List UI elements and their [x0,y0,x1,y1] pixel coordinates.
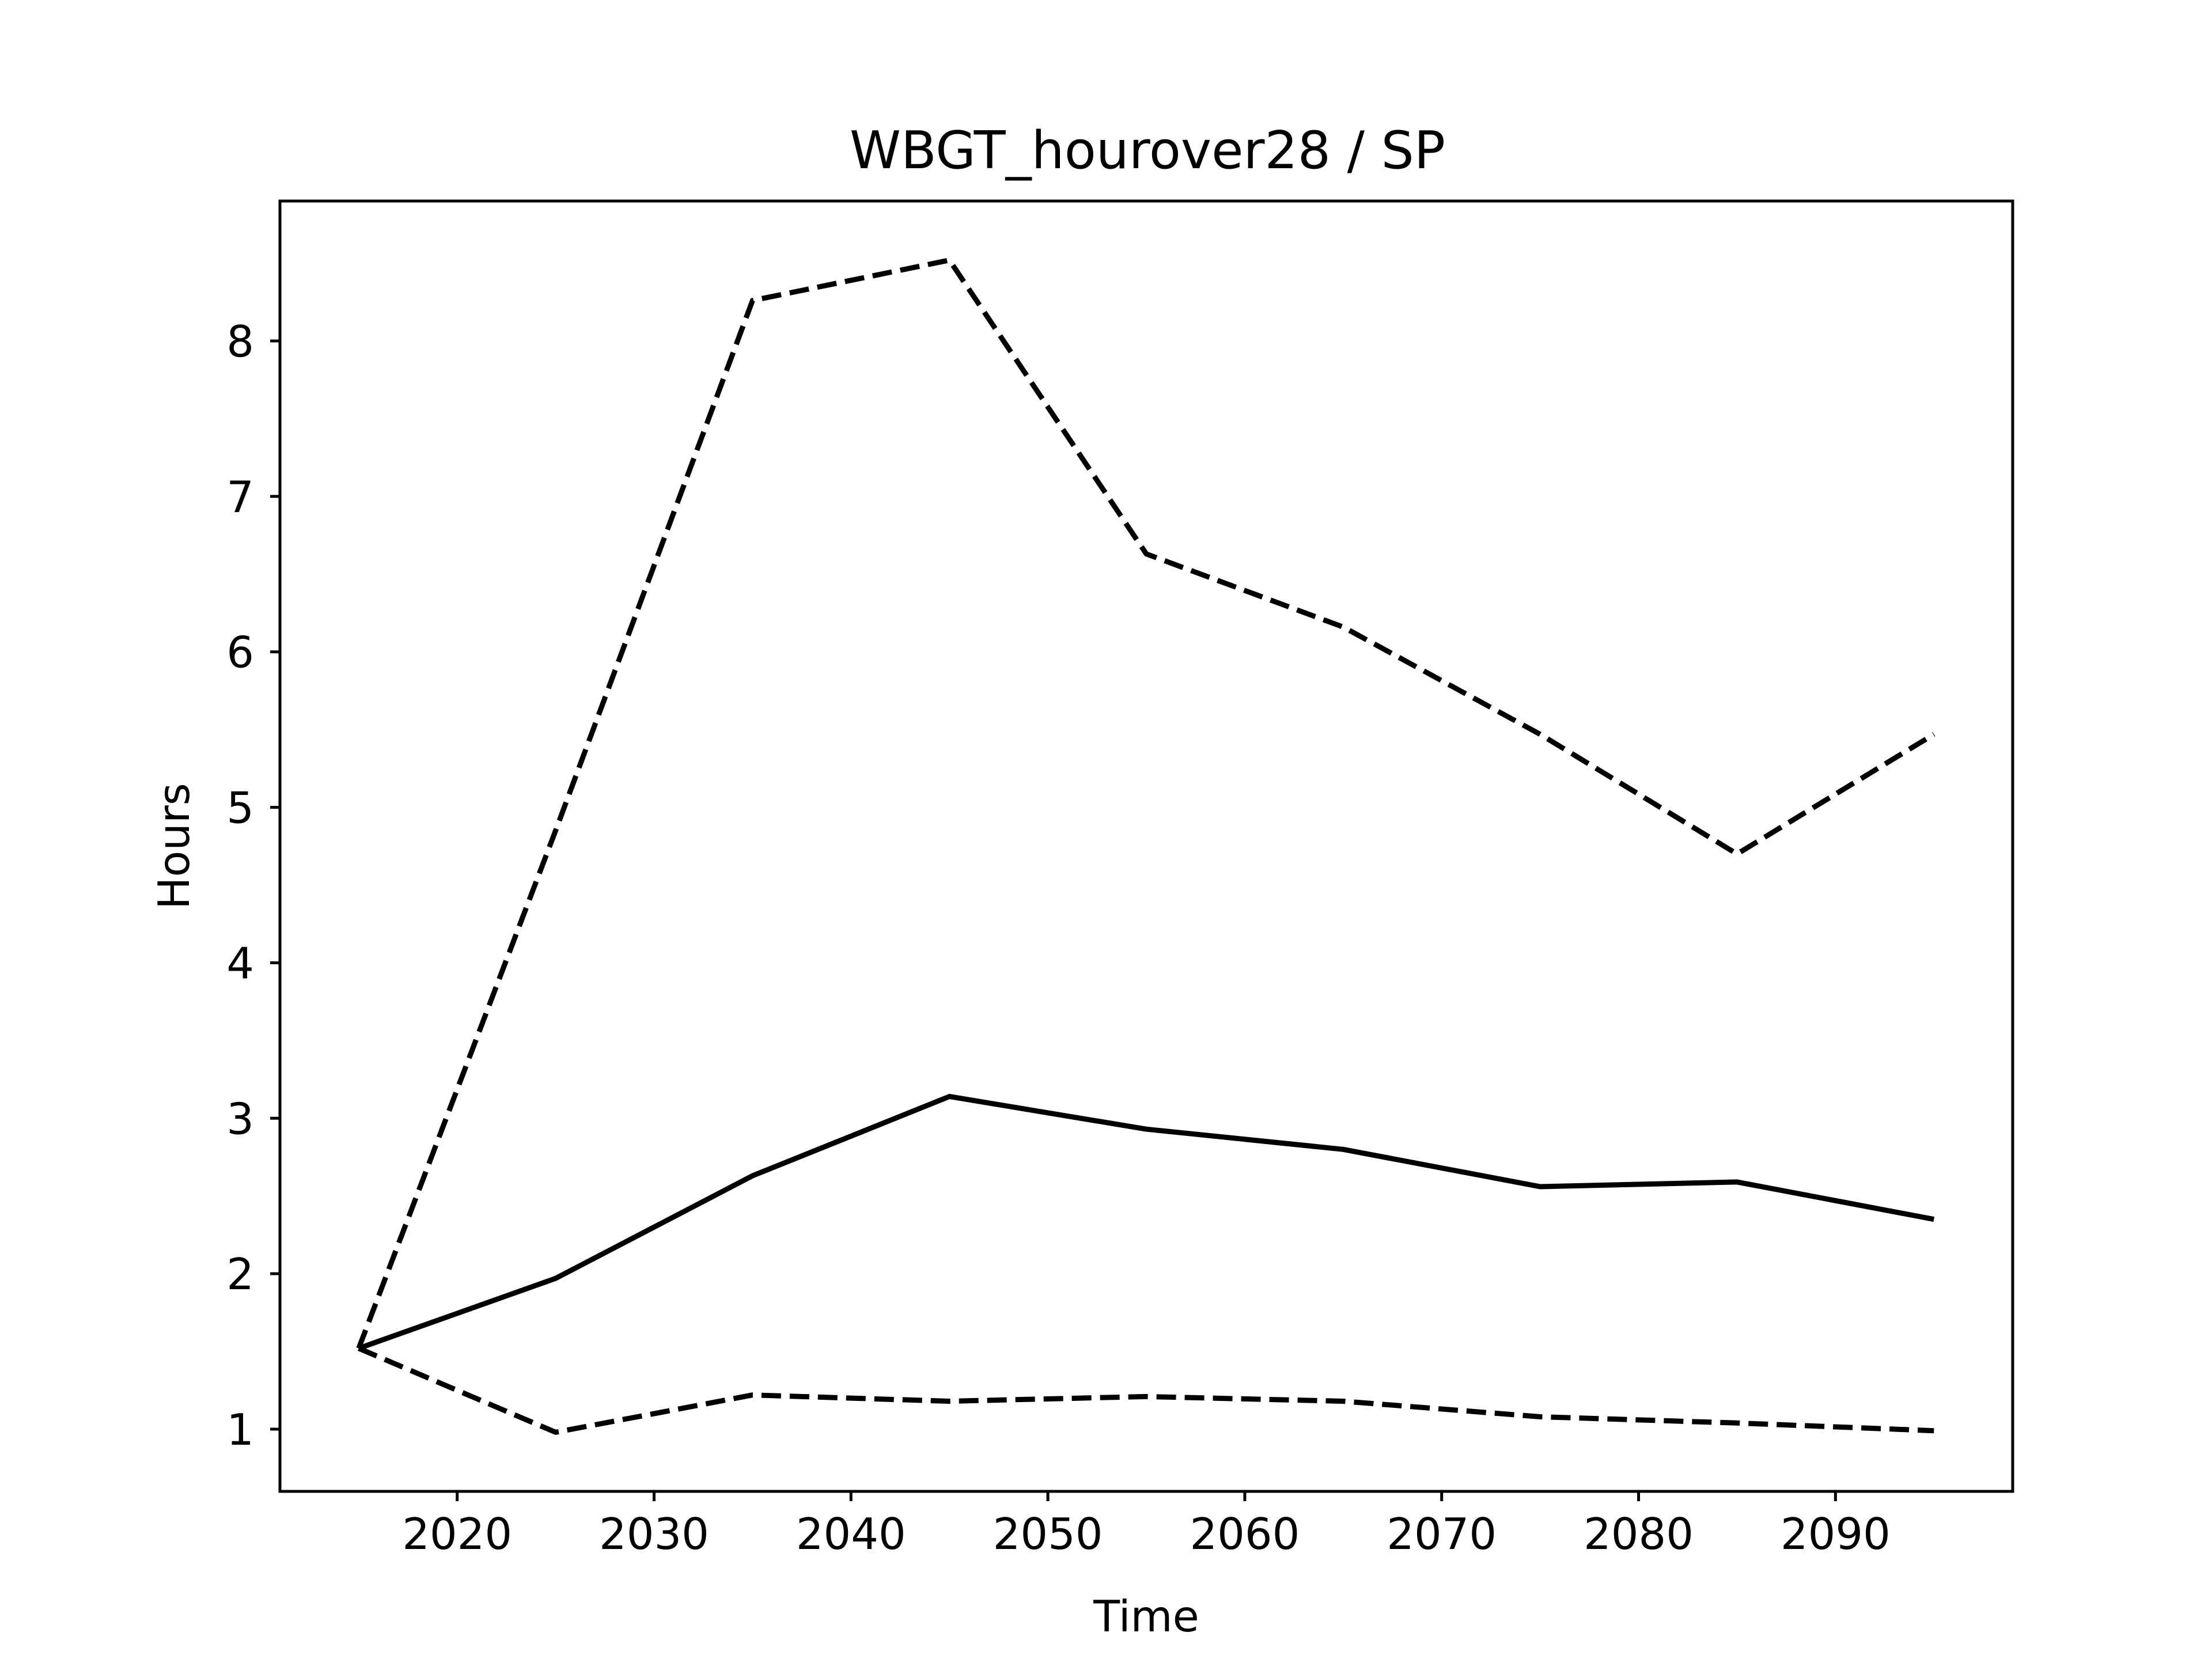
series-line-1 [358,1094,1935,1351]
y-tick-label: 2 [226,1249,254,1300]
y-tick-label: 4 [226,938,254,988]
x-tick-label: 2050 [993,1509,1103,1559]
series-line-2 [356,257,1936,1350]
chart-title: WBGT_hourover28 / SP [850,120,1445,181]
y-axis-label: Hours [149,783,199,910]
y-tick-label: 3 [226,1093,254,1144]
x-tick-label: 2090 [1781,1509,1891,1559]
y-tick-label: 8 [226,316,254,367]
y-axis: 1 2 3 4 5 6 7 8 [226,316,280,1455]
x-tick-label: 2020 [402,1509,512,1559]
x-tick-label: 2070 [1387,1509,1497,1559]
y-tick-label: 6 [226,627,254,678]
y-tick-label: 5 [226,783,254,834]
x-axis: 2020 2030 2040 2050 2060 2070 2080 2090 [402,1491,1891,1559]
x-tick-label: 2080 [1584,1509,1694,1559]
series-layer [356,257,1936,1435]
x-tick-label: 2040 [796,1509,906,1559]
y-tick-label: 1 [226,1404,254,1455]
series-line-3 [357,1346,1934,1435]
x-tick-label: 2060 [1190,1509,1300,1559]
plot-area-frame [278,199,2014,1493]
x-axis-label: Time [1093,1591,1199,1642]
y-tick-label: 7 [226,472,254,522]
x-tick-label: 2030 [599,1509,709,1559]
